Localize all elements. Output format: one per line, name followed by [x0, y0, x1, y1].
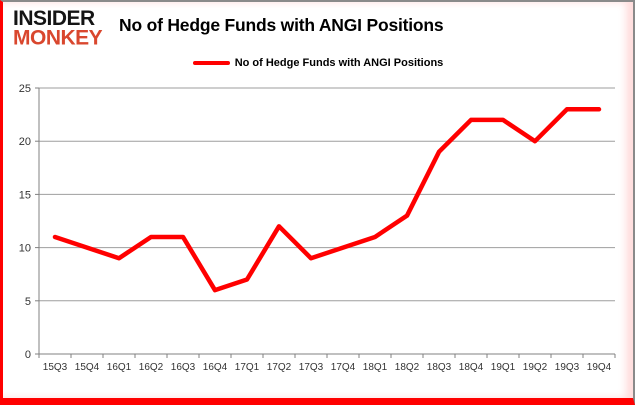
- logo-line-monkey: MONKEY: [13, 26, 103, 50]
- x-axis-label: 18Q2: [395, 362, 420, 373]
- x-axis-label: 16Q4: [203, 362, 228, 373]
- y-axis-label: 10: [19, 243, 31, 255]
- y-axis-label: 5: [25, 296, 31, 308]
- x-axis-label: 19Q1: [491, 362, 516, 373]
- series-line: [52, 107, 602, 293]
- x-axis-label: 17Q3: [299, 362, 324, 373]
- x-axis-label: 17Q4: [331, 362, 356, 373]
- x-axis-label: 16Q1: [107, 362, 132, 373]
- x-axis-label: 19Q2: [523, 362, 548, 373]
- legend: No of Hedge Funds with ANGI Positions: [3, 57, 633, 69]
- x-axis-label: 18Q1: [363, 362, 388, 373]
- y-axis-label: 0: [25, 349, 31, 361]
- x-axis-label: 19Q4: [587, 362, 612, 373]
- logo-line-insider: INSIDER: [13, 6, 95, 31]
- line-chart: 0 5 10 15 20 25 15Q3 15Q4 16Q1 16Q2 16Q3 16Q4 17Q1 17…: [19, 83, 616, 373]
- x-axis-label: 15Q4: [75, 362, 100, 373]
- x-axis-label: 15Q3: [43, 362, 68, 373]
- legend-label: No of Hedge Funds with ANGI Positions: [234, 57, 444, 69]
- legend-line-swatch: [192, 61, 230, 65]
- x-axis-label: 16Q3: [171, 362, 196, 373]
- x-axis-label: 16Q2: [139, 362, 164, 373]
- y-axis-label: 25: [19, 83, 31, 95]
- y-axis-label: 15: [19, 189, 31, 201]
- x-axis-label: 17Q1: [235, 362, 260, 373]
- y-axis-label: 20: [19, 136, 31, 148]
- x-axis-label: 18Q4: [459, 362, 484, 373]
- insider-monkey-logo: INSIDER MONKEY: [13, 6, 103, 50]
- chart-title: No of Hedge Funds with ANGI Positions: [119, 15, 444, 35]
- x-axis-label: 19Q3: [555, 362, 580, 373]
- x-axis-label: 17Q2: [267, 362, 292, 373]
- x-axis-label: 18Q3: [427, 362, 452, 373]
